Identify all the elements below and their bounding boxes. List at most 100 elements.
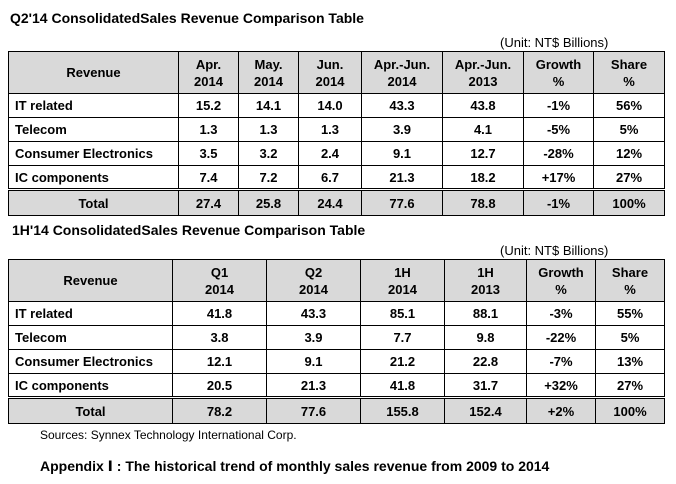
total-cell: 27.4	[178, 188, 239, 216]
table-row: IC components 20.5 21.3 41.8 31.7 +32% 2…	[8, 373, 665, 398]
h1-header-1h-2014: 1H 2014	[360, 259, 445, 302]
q2-table-title: Q2'14 ConsolidatedSales Revenue Comparis…	[10, 10, 364, 26]
table-cell: 21.3	[266, 373, 361, 398]
table-row: IT related 41.8 43.3 85.1 88.1 -3% 55%	[8, 301, 665, 326]
table-cell: 43.3	[361, 93, 443, 118]
table-cell: 41.8	[360, 373, 445, 398]
q2-header-apr-jun-2014: Apr.-Jun. 2014	[361, 51, 443, 94]
total-cell: 78.2	[172, 396, 267, 424]
total-cell: 77.6	[266, 396, 361, 424]
h1-table-title: 1H'14 ConsolidatedSales Revenue Comparis…	[12, 222, 366, 238]
table-cell: 1.3	[298, 117, 362, 142]
table-cell: 13%	[595, 349, 665, 374]
row-label: Consumer Electronics	[8, 141, 179, 166]
table-cell: 31.7	[444, 373, 527, 398]
table-cell: 7.4	[178, 165, 239, 190]
table-cell: 6.7	[298, 165, 362, 190]
table-cell: 3.9	[266, 325, 361, 350]
table-cell: -7%	[526, 349, 596, 374]
q2-revenue-table: Revenue Apr. 2014 May. 2014 Jun. 2014 Apr.-…	[8, 51, 665, 216]
q2-header-apr-2014: Apr. 2014	[178, 51, 239, 94]
table-row: Consumer Electronics 3.5 3.2 2.4 9.1 12.…	[8, 141, 665, 166]
table-cell: 55%	[595, 301, 665, 326]
table-cell: 14.0	[298, 93, 362, 118]
table-cell: 5%	[593, 117, 665, 142]
table-cell: 12%	[593, 141, 665, 166]
h1-header-row: Revenue Q1 2014 Q2 2014 1H 2014 1H 2013 Grow…	[8, 259, 665, 302]
table-cell: 9.1	[361, 141, 443, 166]
total-cell: 155.8	[360, 396, 445, 424]
h1-header-q2-2014: Q2 2014	[266, 259, 361, 302]
table-cell: 12.7	[442, 141, 524, 166]
h1-header-revenue: Revenue	[8, 259, 173, 302]
q2-header-growth: Growth%	[523, 51, 594, 94]
row-label: Consumer Electronics	[8, 349, 173, 374]
q2-header-jun-2014: Jun. 2014	[298, 51, 362, 94]
total-cell: -1%	[523, 188, 594, 216]
total-cell: 77.6	[361, 188, 443, 216]
table-cell: 15.2	[178, 93, 239, 118]
total-cell: +2%	[526, 396, 596, 424]
table-cell: 7.2	[238, 165, 299, 190]
table-cell: 88.1	[444, 301, 527, 326]
table-cell: 22.8	[444, 349, 527, 374]
table-cell: 56%	[593, 93, 665, 118]
q2-header-may-2014: May. 2014	[238, 51, 299, 94]
table-cell: 14.1	[238, 93, 299, 118]
total-cell: 100%	[593, 188, 665, 216]
table-cell: 3.2	[238, 141, 299, 166]
total-label: Total	[8, 396, 173, 424]
table-cell: 4.1	[442, 117, 524, 142]
h1-header-growth: Growth%	[526, 259, 596, 302]
table-cell: 43.3	[266, 301, 361, 326]
appendix-heading: Appendix Ⅰ : The historical trend of mon…	[40, 458, 550, 474]
table-cell: 12.1	[172, 349, 267, 374]
row-label: IC components	[8, 373, 173, 398]
q2-header-share: Share%	[593, 51, 665, 94]
table-cell: 21.3	[361, 165, 443, 190]
table-cell: 9.8	[444, 325, 527, 350]
table-cell: 18.2	[442, 165, 524, 190]
table-cell: -3%	[526, 301, 596, 326]
table-cell: 7.7	[360, 325, 445, 350]
table-row: Telecom 1.3 1.3 1.3 3.9 4.1 -5% 5%	[8, 117, 665, 142]
total-row: Total 78.2 77.6 155.8 152.4 +2% 100%	[8, 396, 665, 424]
row-label: IC components	[8, 165, 179, 190]
table-row: Telecom 3.8 3.9 7.7 9.8 -22% 5%	[8, 325, 665, 350]
row-label: IT related	[8, 301, 173, 326]
table-row: IC components 7.4 7.2 6.7 21.3 18.2 +17%…	[8, 165, 665, 190]
table-cell: 43.8	[442, 93, 524, 118]
table-cell: 41.8	[172, 301, 267, 326]
table-cell: 3.8	[172, 325, 267, 350]
row-label: Telecom	[8, 117, 179, 142]
table-row: Consumer Electronics 12.1 9.1 21.2 22.8 …	[8, 349, 665, 374]
table-cell: 9.1	[266, 349, 361, 374]
q2-header-row: Revenue Apr. 2014 May. 2014 Jun. 2014 Apr.-…	[8, 51, 665, 94]
table-row: IT related 15.2 14.1 14.0 43.3 43.8 -1% …	[8, 93, 665, 118]
row-label: IT related	[8, 93, 179, 118]
total-cell: 24.4	[298, 188, 362, 216]
total-cell: 78.8	[442, 188, 524, 216]
total-label: Total	[8, 188, 179, 216]
table-cell: 1.3	[238, 117, 299, 142]
q2-header-apr-jun-2013: Apr.-Jun. 2013	[442, 51, 524, 94]
total-row: Total 27.4 25.8 24.4 77.6 78.8 -1% 100%	[8, 188, 665, 216]
h1-header-q1-2014: Q1 2014	[172, 259, 267, 302]
total-cell: 25.8	[238, 188, 299, 216]
table-cell: 27%	[593, 165, 665, 190]
table-cell: 3.5	[178, 141, 239, 166]
table-cell: -28%	[523, 141, 594, 166]
q2-unit-note: (Unit: NT$ Billions)	[500, 35, 609, 50]
row-label: Telecom	[8, 325, 173, 350]
source-note: Sources: Synnex Technology International…	[40, 428, 297, 442]
table-cell: 5%	[595, 325, 665, 350]
h1-header-1h-2013: 1H 2013	[444, 259, 527, 302]
total-cell: 100%	[595, 396, 665, 424]
table-cell: +17%	[523, 165, 594, 190]
h1-header-share: Share%	[595, 259, 665, 302]
table-cell: -22%	[526, 325, 596, 350]
table-cell: 20.5	[172, 373, 267, 398]
table-cell: -1%	[523, 93, 594, 118]
h1-unit-note: (Unit: NT$ Billions)	[500, 243, 609, 258]
table-cell: 21.2	[360, 349, 445, 374]
